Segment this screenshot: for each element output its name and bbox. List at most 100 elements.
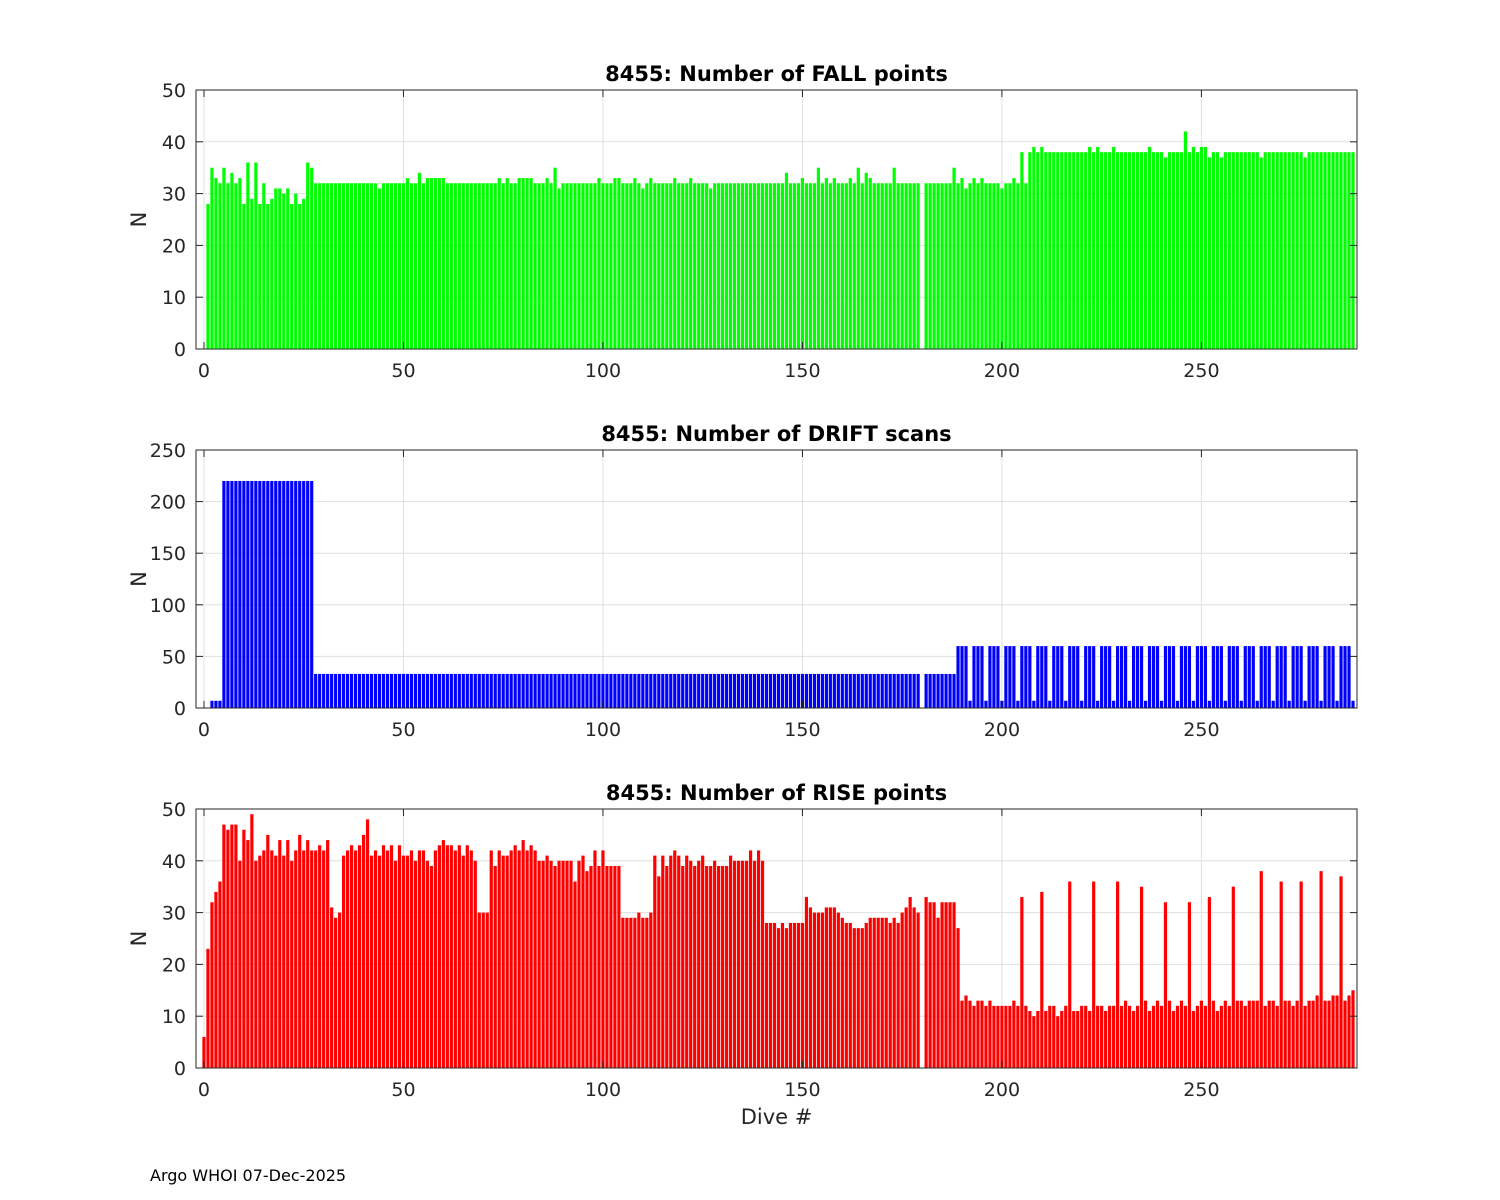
bar [768, 183, 773, 349]
bar [433, 178, 437, 349]
bar [433, 673, 437, 708]
bar [1120, 152, 1124, 349]
bar [1008, 1005, 1012, 1068]
bar [437, 845, 441, 1068]
bar [226, 829, 230, 1068]
bar [421, 183, 426, 349]
bar [553, 865, 557, 1068]
x-tick-label: 100 [585, 719, 621, 741]
bar [649, 912, 653, 1068]
bar [1223, 152, 1227, 349]
bar [533, 183, 537, 349]
bar [621, 673, 625, 708]
bar [1331, 646, 1335, 708]
bar [377, 855, 382, 1068]
bar [561, 673, 565, 708]
bar [916, 673, 920, 708]
bar [1131, 646, 1136, 708]
bar [1247, 1000, 1251, 1068]
bar [725, 183, 729, 349]
bar [657, 183, 661, 349]
bar [473, 673, 477, 708]
bar [246, 162, 250, 349]
bar [250, 198, 254, 349]
bar [429, 865, 433, 1068]
bar [729, 673, 733, 708]
y-tick-label: 50 [162, 80, 186, 102]
bar [517, 850, 521, 1068]
bar [1235, 152, 1239, 349]
bar [505, 673, 509, 708]
bar [1084, 646, 1088, 708]
bar [820, 183, 824, 349]
bar [421, 673, 426, 708]
bar [250, 480, 254, 708]
bar [274, 188, 278, 349]
bar [776, 183, 781, 349]
bar [1339, 152, 1343, 349]
bar [334, 183, 338, 349]
bar [425, 673, 429, 708]
bar [1100, 646, 1104, 708]
bar [908, 897, 912, 1068]
bar [1004, 1005, 1008, 1068]
bar [493, 673, 497, 708]
x-axis-label: Dive # [741, 1105, 813, 1129]
bar [485, 183, 489, 349]
bar [1263, 152, 1267, 349]
bar [888, 673, 892, 708]
bar [768, 922, 773, 1068]
bar [968, 183, 972, 349]
bar [936, 917, 940, 1068]
bar [310, 850, 314, 1068]
y-tick-label: 10 [162, 1006, 186, 1028]
bar [1052, 152, 1056, 349]
bar [900, 912, 904, 1068]
x-tick-label: 150 [784, 1079, 820, 1101]
bar [904, 673, 908, 708]
bar [756, 183, 761, 349]
bar [713, 183, 717, 349]
bar [924, 673, 928, 708]
bar [1303, 1005, 1307, 1068]
bar [1116, 152, 1120, 349]
bar [1143, 700, 1148, 708]
bar [1116, 881, 1120, 1068]
bar [1100, 152, 1104, 349]
bar [1124, 1000, 1128, 1068]
bar [968, 700, 972, 708]
bar [597, 178, 601, 349]
bar [836, 673, 840, 708]
bar [465, 183, 469, 349]
bar [254, 860, 258, 1068]
bar [409, 850, 414, 1068]
bar [812, 183, 816, 349]
bar [988, 646, 992, 708]
bar [1259, 871, 1263, 1068]
bar [290, 860, 294, 1068]
bar [369, 183, 374, 349]
bar [1056, 646, 1060, 708]
bar [294, 480, 298, 708]
bar [282, 855, 286, 1068]
bar [653, 183, 657, 349]
bar [1171, 152, 1176, 349]
bar [932, 183, 936, 349]
bar [677, 855, 681, 1068]
bar [1088, 646, 1092, 708]
bar [553, 167, 557, 349]
bar [1080, 152, 1084, 349]
x-tick-label: 50 [391, 1079, 415, 1101]
bar [342, 183, 346, 349]
bar [254, 480, 258, 708]
bar [1239, 700, 1243, 708]
bar [437, 673, 441, 708]
bar [1231, 646, 1235, 708]
bar [1243, 646, 1247, 708]
bar [788, 673, 793, 708]
bar [589, 865, 593, 1068]
bar [605, 865, 609, 1068]
bar [876, 183, 880, 349]
bar [828, 183, 832, 349]
